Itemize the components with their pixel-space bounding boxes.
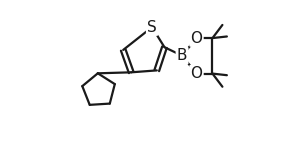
Text: O: O <box>191 31 202 46</box>
Text: B: B <box>177 48 187 63</box>
Text: O: O <box>191 66 202 81</box>
Text: S: S <box>147 20 157 35</box>
